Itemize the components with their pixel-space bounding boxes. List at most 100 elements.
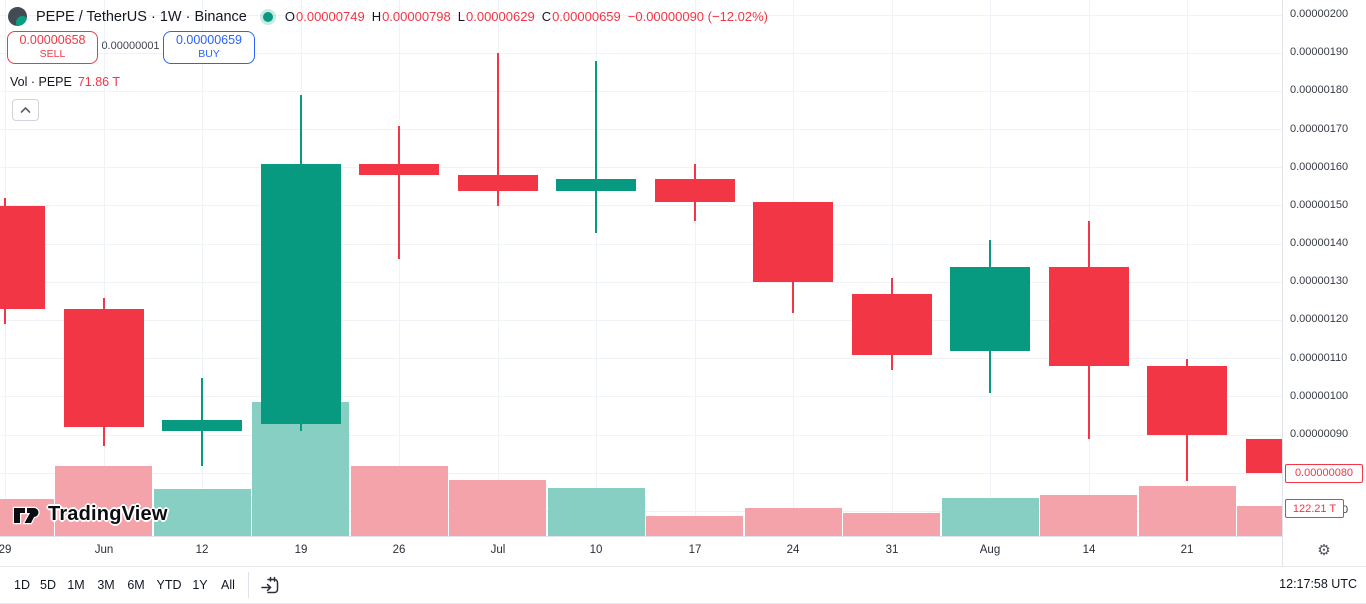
candle-wick[interactable] — [595, 60, 597, 233]
price-gridline — [0, 129, 1282, 130]
time-tick-label: 31 — [885, 544, 899, 556]
time-tick-label: 26 — [392, 544, 406, 556]
axis-settings-gear-icon[interactable]: ⚙ — [1317, 542, 1331, 559]
time-tick-label: Jun — [94, 544, 114, 556]
range-button-6m[interactable]: 6M — [127, 578, 145, 592]
volume-bar[interactable] — [1040, 495, 1137, 536]
range-button-1y[interactable]: 1Y — [192, 578, 208, 592]
range-button-5d[interactable]: 5D — [40, 578, 56, 592]
time-gridline — [695, 0, 696, 536]
range-button-all[interactable]: All — [221, 578, 235, 592]
price-axis[interactable]: 0.00000200 0.00000190 0.00000180 0.00000170… — [1282, 0, 1366, 566]
volume-bar[interactable] — [548, 488, 645, 536]
buy-button[interactable]: 0.00000659 BUY — [163, 31, 255, 64]
time-axis[interactable]: 29 Jun 12 19 26 Jul 10 17 24 31 Aug 14 21 — [0, 536, 1282, 567]
ohlc-values: O 0.00000749 H 0.00000798 L 0.00000629 C… — [285, 9, 775, 24]
open-label: O — [284, 9, 295, 24]
volume-study-row[interactable]: Vol · PEPE 71.86 T — [10, 75, 120, 89]
toolbar-divider — [248, 572, 249, 598]
candle-body[interactable] — [162, 419, 242, 432]
chart-pane[interactable] — [0, 0, 1282, 536]
price-gridline — [0, 205, 1282, 206]
chart-header: PEPE / TetherUS · 1W · Binance O 0.00000… — [8, 7, 775, 26]
candle-body[interactable] — [556, 179, 636, 191]
volume-bar[interactable] — [55, 466, 152, 536]
volume-bar[interactable] — [745, 508, 842, 536]
price-tick-label: 0.00000170 — [1290, 122, 1349, 135]
go-to-date-icon[interactable] — [258, 574, 282, 596]
symbol-title[interactable]: PEPE / TetherUS · 1W · Binance — [36, 8, 247, 25]
volume-bar[interactable] — [449, 480, 546, 536]
time-tick-label: 21 — [1180, 544, 1194, 556]
buy-label: BUY — [198, 48, 220, 61]
candle-body[interactable] — [1246, 438, 1282, 474]
time-gridline — [892, 0, 893, 536]
time-gridline — [596, 0, 597, 536]
change-value: −0.00000090 (−12.02%) — [627, 9, 768, 24]
spread-value: 0.00000001 — [101, 40, 160, 52]
volume-bar[interactable] — [942, 498, 1039, 536]
sell-button[interactable]: 0.00000658 SELL — [7, 31, 98, 64]
candle-body[interactable] — [655, 179, 735, 203]
price-tick-label: 0.00000100 — [1290, 389, 1349, 402]
candle-wick[interactable] — [497, 53, 499, 206]
time-gridline — [498, 0, 499, 536]
time-gridline — [104, 0, 105, 536]
range-button-1d[interactable]: 1D — [14, 578, 30, 592]
time-tick-label: 10 — [589, 544, 603, 556]
price-tick-label: 0.00000090 — [1290, 428, 1349, 440]
volume-axis-badge: 122.21 T — [1285, 499, 1344, 518]
price-gridline — [0, 53, 1282, 54]
time-tick-label: 29 — [0, 544, 12, 556]
price-tick-label: 0.00000160 — [1290, 160, 1349, 173]
low-label: L — [457, 9, 465, 24]
price-gridline — [0, 167, 1282, 168]
candle-body[interactable] — [0, 205, 45, 309]
candle-body[interactable] — [950, 267, 1030, 351]
price-gridline — [0, 282, 1282, 283]
range-button-3m[interactable]: 3M — [97, 578, 115, 592]
candle-body[interactable] — [359, 163, 439, 176]
candle-wick[interactable] — [398, 125, 400, 260]
volume-bar[interactable] — [646, 516, 743, 536]
sell-label: SELL — [39, 48, 66, 61]
candle-body[interactable] — [852, 293, 932, 355]
volume-bar[interactable] — [154, 489, 251, 536]
candle-body[interactable] — [753, 202, 833, 283]
candle-body[interactable] — [1147, 366, 1227, 435]
price-gridline — [0, 358, 1282, 359]
range-button-ytd[interactable]: YTD — [156, 578, 182, 592]
volume-bar[interactable] — [843, 513, 940, 536]
close-label: C — [541, 9, 552, 24]
price-gridline — [0, 244, 1282, 245]
pepe-coin-icon[interactable] — [8, 7, 27, 26]
time-tick-label: 17 — [688, 544, 702, 556]
last-price-badge: 0.00000080 — [1285, 463, 1363, 483]
candle-body[interactable] — [1049, 267, 1129, 367]
range-button-1m[interactable]: 1M — [67, 578, 85, 592]
candle-body[interactable] — [261, 163, 341, 424]
volume-study-label: Vol · PEPE — [10, 75, 72, 89]
time-tick-label: Aug — [979, 544, 1001, 556]
collapse-panel-button[interactable] — [12, 99, 39, 121]
price-gridline — [0, 396, 1282, 397]
volume-bar[interactable] — [1237, 506, 1282, 536]
price-tick-label: 0.00000140 — [1290, 237, 1349, 250]
chevron-up-icon — [20, 106, 31, 113]
price-tick-label: 0.00000130 — [1290, 275, 1349, 288]
candle-body[interactable] — [64, 309, 144, 428]
volume-bar[interactable] — [351, 466, 448, 536]
price-gridline — [0, 435, 1282, 436]
clock-utc[interactable]: 12:17:58 UTC — [1279, 577, 1357, 591]
volume-bar[interactable] — [1139, 486, 1236, 536]
time-gridline — [399, 0, 400, 536]
price-tick-label: 0.00000200 — [1290, 8, 1349, 20]
price-tick-label: 0.00000120 — [1290, 313, 1349, 326]
price-tick-label: 0.00000150 — [1290, 198, 1349, 211]
high-value: 0.00000798 — [382, 9, 451, 24]
sell-price: 0.00000658 — [19, 33, 86, 48]
volume-bar[interactable] — [0, 499, 54, 536]
candle-body[interactable] — [458, 175, 538, 191]
time-gridline — [202, 0, 203, 536]
